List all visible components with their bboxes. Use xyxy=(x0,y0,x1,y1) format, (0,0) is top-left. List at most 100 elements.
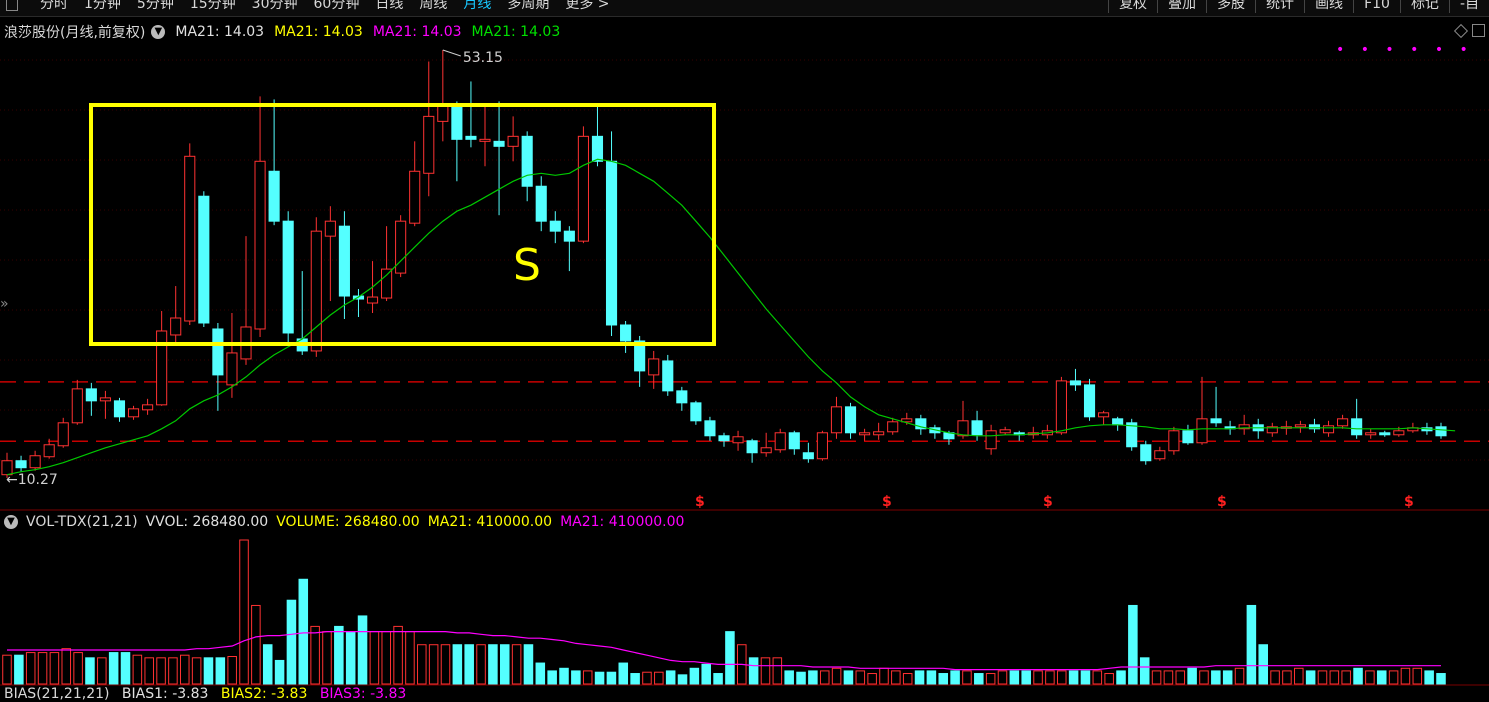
volume-bar xyxy=(144,657,154,685)
candle-body xyxy=(226,352,238,386)
candle-body xyxy=(999,429,1011,434)
period-tab-0[interactable]: 分时 xyxy=(40,0,68,12)
main-legend: 浪莎股份(月线,前复权) ▼ MA21: 14.03 MA21: 14.03 M… xyxy=(4,22,570,42)
bias3-value: BIAS3: -3.83 xyxy=(319,686,407,702)
volume-bar xyxy=(1376,670,1387,685)
tool-tab-1[interactable]: 叠加 xyxy=(1157,0,1206,13)
candle-body xyxy=(732,436,744,444)
vvol-value: VVOL: 268480.00 xyxy=(145,514,269,530)
period-tab-9[interactable]: 多周期 xyxy=(507,0,550,12)
period-tab-3[interactable]: 15分钟 xyxy=(189,0,236,12)
volume-bar xyxy=(1080,670,1091,685)
volume-bar xyxy=(2,654,12,685)
signal-marker: $ xyxy=(1217,494,1227,510)
candle-body xyxy=(704,420,716,437)
volume-bar xyxy=(1187,667,1197,685)
tool-tab-6[interactable]: 标记 xyxy=(1399,0,1449,13)
window-icon[interactable] xyxy=(1472,24,1485,37)
volume-bar xyxy=(440,644,451,685)
tool-tab-7[interactable]: -自 xyxy=(1448,0,1489,13)
candle-body xyxy=(605,160,618,326)
vol-indicator-name[interactable]: VOL-TDX(21,21) xyxy=(26,514,138,530)
candle-body xyxy=(648,358,660,376)
volume-bar xyxy=(523,644,534,685)
candle-body xyxy=(1294,424,1306,428)
highlight-box xyxy=(89,103,716,346)
signal-marker: $ xyxy=(882,494,892,510)
tool-tab-2[interactable]: 多股 xyxy=(1206,0,1255,13)
volume-bar xyxy=(1270,670,1280,685)
expand-arrow-icon[interactable]: » xyxy=(0,296,9,312)
candle-body xyxy=(985,430,997,450)
period-tab-7[interactable]: 周线 xyxy=(419,0,448,12)
candle-body xyxy=(465,135,477,140)
period-tab-10[interactable]: 更多 > xyxy=(565,0,610,12)
tool-tab-5[interactable]: F10 xyxy=(1353,0,1400,13)
signal-marker: $ xyxy=(1404,494,1414,510)
layout-icon[interactable] xyxy=(6,0,18,11)
volume-bar xyxy=(97,657,107,685)
volume-bar xyxy=(938,673,949,685)
volume-bar xyxy=(251,604,261,685)
candle-body xyxy=(437,105,449,122)
volume-bar xyxy=(310,625,320,685)
magenta-dots: • • • • • • xyxy=(1336,42,1474,58)
volume-bar xyxy=(345,631,356,685)
candle-body xyxy=(1196,418,1208,444)
volume-bar xyxy=(1412,667,1423,685)
volume-settings-icon[interactable]: ▼ xyxy=(4,515,18,529)
candle-body xyxy=(310,230,322,352)
volume-bar xyxy=(120,652,131,685)
volume-bar xyxy=(677,674,688,685)
volume-bar xyxy=(1068,670,1079,685)
volume-bar xyxy=(1365,670,1375,685)
volume-bar xyxy=(843,670,854,685)
volume-bar xyxy=(867,673,877,685)
settings-dropdown-icon[interactable]: ▼ xyxy=(151,25,166,39)
bias-indicator-name[interactable]: BIAS(21,21,21) xyxy=(4,686,110,702)
vol-ma-yellow: MA21: 410000.00 xyxy=(427,514,553,530)
volume-bar xyxy=(191,657,202,685)
period-tab-5[interactable]: 60分钟 xyxy=(313,0,360,12)
stock-title[interactable]: 浪莎股份(月线,前复权) xyxy=(4,25,146,41)
volume-bar xyxy=(926,670,937,685)
volume-bar xyxy=(203,657,214,685)
candle-body xyxy=(915,418,927,430)
candle-body xyxy=(1238,424,1250,430)
volume-bar xyxy=(1294,667,1304,685)
period-tab-1[interactable]: 1分钟 xyxy=(84,0,121,12)
volume-bar xyxy=(1116,670,1126,685)
volume-bar xyxy=(630,673,640,685)
tool-tab-0[interactable]: 复权 xyxy=(1108,0,1157,13)
candle-body xyxy=(535,185,547,222)
candle-body xyxy=(1435,426,1447,437)
volume-bar xyxy=(37,652,48,685)
period-tab-6[interactable]: 日线 xyxy=(375,0,404,12)
tool-tab-3[interactable]: 统计 xyxy=(1255,0,1304,13)
period-tab-8[interactable]: 月线 xyxy=(463,0,492,12)
ma21-line xyxy=(6,158,1456,476)
candle-body xyxy=(29,455,41,469)
volume-bar xyxy=(393,625,403,685)
volume-bar xyxy=(274,659,285,685)
volume-bar xyxy=(760,657,771,685)
volume-bar xyxy=(227,656,237,685)
volume-bar xyxy=(902,673,913,685)
volume-bar xyxy=(1400,667,1411,685)
candle-body xyxy=(1069,380,1082,386)
volume-bar xyxy=(1199,670,1209,685)
period-tab-2[interactable]: 5分钟 xyxy=(136,0,174,12)
volume-bar xyxy=(1353,667,1363,685)
candle-body xyxy=(1365,432,1377,436)
volume-bar xyxy=(476,644,486,685)
volume-bar xyxy=(381,631,392,685)
volume-bar xyxy=(369,631,380,685)
candle-body xyxy=(71,388,83,424)
volume-bar xyxy=(831,667,842,685)
period-tab-4[interactable]: 30分钟 xyxy=(251,0,298,12)
tool-tab-4[interactable]: 画线 xyxy=(1304,0,1353,13)
volume-bar xyxy=(405,631,415,685)
volume-bar xyxy=(784,670,794,685)
signal-marker: $ xyxy=(1043,494,1053,510)
